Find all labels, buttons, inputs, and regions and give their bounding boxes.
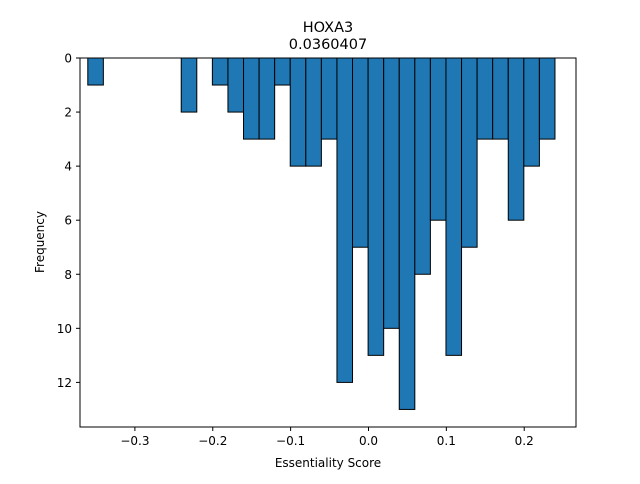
y-axis-label: Frequency — [33, 211, 47, 273]
histogram-bar-9 — [305, 57, 322, 167]
histogram-bar-10 — [320, 57, 338, 140]
y-tick-label: 6 — [64, 214, 72, 228]
histogram-bar-17 — [429, 57, 447, 221]
y-tick-label: 8 — [64, 268, 72, 282]
x-tick-label: −0.1 — [276, 434, 305, 448]
x-tick-label: −0.3 — [120, 434, 149, 448]
histogram-bar-13 — [367, 57, 385, 356]
histogram-bar-20 — [476, 57, 494, 140]
histogram-bar-23 — [523, 57, 540, 167]
histogram-bar-8 — [289, 57, 307, 167]
histogram-bar-18 — [445, 57, 463, 356]
histogram-bar-2 — [180, 57, 198, 113]
y-tick-label: 12 — [57, 376, 72, 390]
histogram-bar-24 — [538, 57, 556, 140]
y-tick-label: 4 — [64, 160, 72, 174]
histogram-bar-19 — [461, 57, 478, 248]
histogram-bar-22 — [507, 57, 525, 221]
x-tick-label: 0.2 — [515, 434, 534, 448]
x-axis-label: Essentiality Score — [275, 456, 381, 470]
x-tick-label: 0.0 — [359, 434, 378, 448]
x-axis-ticks: −0.3 −0.2 −0.1 0.0 0.1 0.2 — [120, 427, 534, 448]
plot-frame — [79, 57, 577, 428]
histogram-bar-14 — [383, 57, 400, 329]
histogram-bar-21 — [492, 57, 509, 140]
histogram-bar-15 — [398, 57, 416, 410]
x-tick-label: 0.1 — [437, 434, 456, 448]
histogram-bar-12 — [352, 57, 369, 248]
histogram-bar-5 — [243, 57, 260, 140]
chart-title: HOXA3 — [303, 20, 353, 36]
histogram-bar-7 — [274, 57, 291, 86]
y-axis-ticks: 0 2 4 6 8 10 12 — [57, 52, 80, 390]
x-tick-label: −0.2 — [198, 434, 227, 448]
histogram-bar-11 — [336, 57, 354, 383]
y-tick-label: 0 — [64, 52, 72, 66]
histogram-bar-16 — [414, 57, 431, 275]
y-tick-label: 10 — [57, 322, 72, 336]
histogram-bar-1 — [87, 57, 104, 86]
chart-subtitle: 0.0360407 — [289, 37, 367, 53]
histogram-bar-4 — [227, 57, 245, 113]
y-tick-label: 2 — [64, 106, 72, 120]
histogram-bar-6 — [258, 57, 276, 140]
histogram-bar-3 — [211, 57, 229, 86]
histogram-bars — [87, 57, 556, 410]
